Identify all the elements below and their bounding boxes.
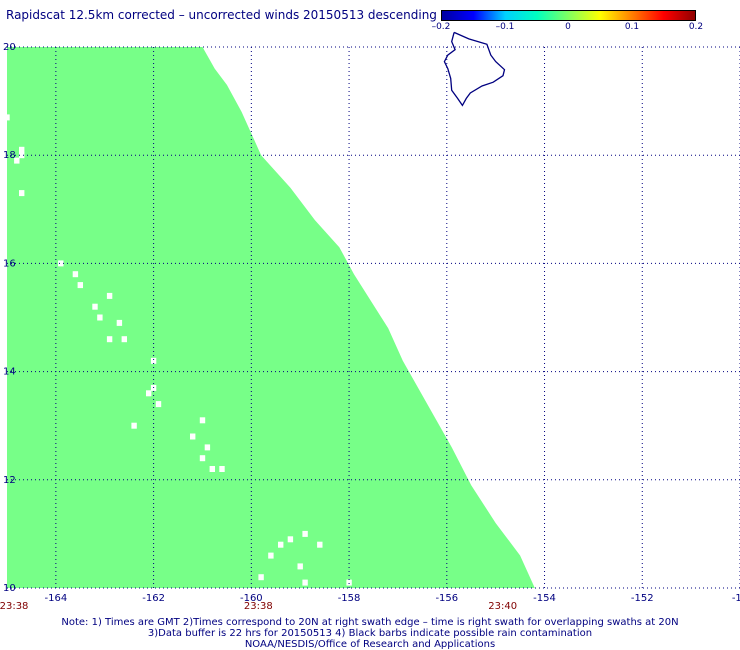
- x-tick-label: -160: [240, 593, 263, 604]
- data-gap-cell: [146, 390, 152, 397]
- data-gap-cell: [278, 541, 284, 548]
- data-gap-cell: [268, 552, 274, 559]
- data-gap-cell: [116, 319, 123, 326]
- colorbar-tick: 0: [565, 22, 571, 32]
- colorbar: [441, 10, 696, 21]
- x-tick-label: -156: [435, 593, 458, 604]
- coastline-hawaii: [443, 31, 506, 107]
- time-label: 23:40: [488, 601, 517, 612]
- footnote-line-1: Note: 1) Times are GMT 2)Times correspon…: [61, 617, 679, 628]
- data-gap-cell: [302, 579, 308, 586]
- colorbar-tick: –0.1: [495, 22, 515, 32]
- data-gap-cell: [106, 336, 113, 343]
- data-gap-cell: [199, 455, 206, 462]
- y-tick-label: 10: [3, 583, 16, 594]
- y-tick-label: 12: [3, 475, 16, 486]
- data-gap-cell: [19, 190, 25, 197]
- y-tick-label: 14: [3, 367, 16, 378]
- data-gap-cell: [317, 541, 323, 548]
- data-gap-cell: [204, 444, 211, 451]
- data-gap-cell: [219, 466, 225, 472]
- y-tick-label: 20: [3, 42, 16, 53]
- footnote-line-2: 3)Data buffer is 22 hrs for 20150513 4) …: [147, 628, 593, 639]
- data-gap-cell: [19, 146, 25, 153]
- data-gap-cell: [209, 466, 215, 472]
- x-tick-label: -154: [533, 593, 556, 604]
- y-tick-label: 16: [3, 258, 16, 269]
- time-label: 23:38: [0, 601, 28, 612]
- y-tick-label: 18: [3, 150, 16, 161]
- data-gap-cell: [14, 157, 20, 164]
- chart-title: Rapidscat 12.5km corrected – uncorrected…: [6, 8, 437, 22]
- data-gap-cell: [190, 433, 196, 440]
- data-gap-cell: [19, 152, 25, 159]
- time-label: 23:38: [244, 601, 273, 612]
- data-gap-cell: [58, 260, 64, 267]
- colorbar-tick: –0.2: [431, 22, 451, 32]
- colorbar-tick: 0.2: [688, 22, 704, 32]
- data-gap-cell: [155, 401, 162, 408]
- footnote-credit: NOAA/NESDIS/Office of Research and Appli…: [244, 639, 496, 650]
- data-gap-cell: [121, 336, 127, 343]
- data-gap-cell: [131, 422, 137, 429]
- data-gap-cell: [287, 536, 294, 543]
- data-gap-cell: [106, 292, 113, 299]
- data-gap-cell: [346, 579, 352, 586]
- data-gap-cell: [92, 303, 98, 310]
- x-tick-label: -158: [338, 593, 361, 604]
- data-gap-cell: [4, 114, 10, 121]
- data-gap-cell: [199, 417, 206, 424]
- data-gap-cell: [97, 314, 103, 321]
- x-tick-label: -164: [45, 593, 68, 604]
- x-tick-label: -15: [732, 593, 740, 604]
- colorbar-tick: 0.1: [624, 22, 640, 32]
- data-gap-cell: [302, 530, 308, 537]
- data-gap-cell: [150, 357, 157, 364]
- data-gap-cell: [77, 282, 83, 289]
- data-gap-cell: [258, 574, 264, 581]
- data-gap-cell: [72, 271, 79, 278]
- data-gap-cell: [297, 563, 303, 570]
- wind-swath: [7, 47, 535, 588]
- x-tick-label: -162: [142, 593, 165, 604]
- x-tick-label: -152: [631, 593, 654, 604]
